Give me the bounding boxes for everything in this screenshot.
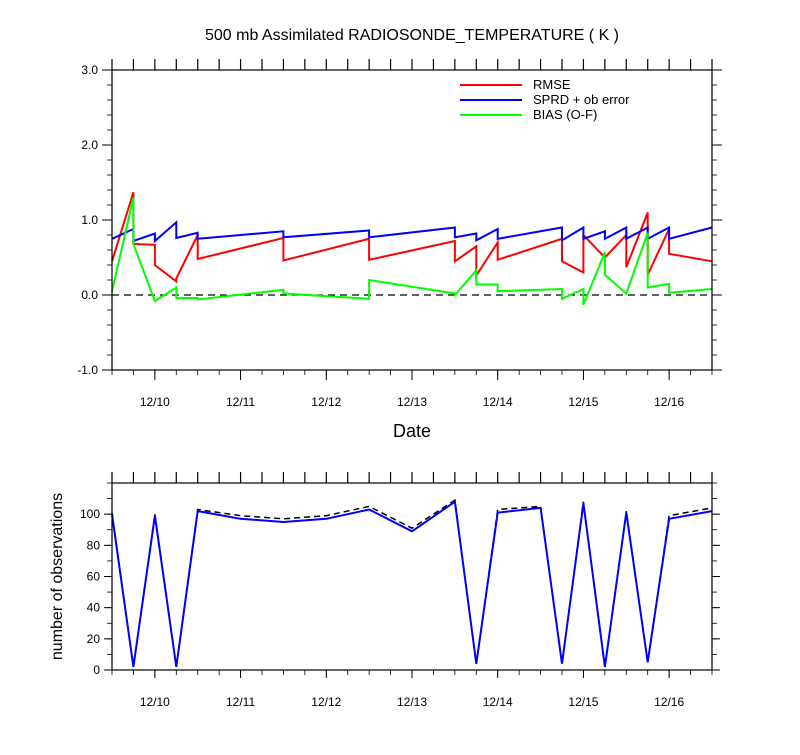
y-tick-label: 80 xyxy=(87,538,101,552)
y-tick-label: 3.0 xyxy=(81,63,98,77)
series-line-rmse xyxy=(111,192,713,284)
bottom-panel: 0 20 40 60 80 100 12/10 12/11 12/12 12/13 12/14 12/… xyxy=(49,472,720,709)
legend-label: BIAS (O-F) xyxy=(533,107,597,122)
series-line-bias-o-f xyxy=(111,197,713,306)
x-tick-label: 12/11 xyxy=(226,395,255,409)
x-tick-label: 12/11 xyxy=(226,695,255,709)
y-tick-label: -1.0 xyxy=(77,363,98,377)
x-tick-label: 12/15 xyxy=(568,395,598,409)
series-line-total-observations xyxy=(111,498,713,668)
x-tick-label: 12/16 xyxy=(654,395,684,409)
y-tick-label: 100 xyxy=(80,507,100,521)
x-tick-label: 12/10 xyxy=(140,395,170,409)
x-tick-label: 12/13 xyxy=(397,695,427,709)
x-tick-label: 12/14 xyxy=(483,395,513,409)
x-axis-label: Date xyxy=(393,421,431,441)
y-tick-label: 1.0 xyxy=(81,213,98,227)
y-tick-label: 2.0 xyxy=(81,138,98,152)
legend-label: RMSE xyxy=(533,77,571,92)
x-tick-label: 12/13 xyxy=(397,395,427,409)
plot-frame xyxy=(111,69,713,371)
x-tick-label: 12/12 xyxy=(311,695,341,709)
top-panel: -1.0 0.0 1.0 2.0 3.0 12/10 12/11 12/12 12/13 12/1… xyxy=(77,27,722,441)
y-tick-label: 40 xyxy=(87,601,101,615)
x-tick-label: 12/15 xyxy=(568,695,598,709)
series-line-sprd-ob-error xyxy=(111,220,713,244)
y-tick-label: 20 xyxy=(87,632,101,646)
y-tick-label: 0.0 xyxy=(81,288,98,302)
x-tick-label: 12/10 xyxy=(140,695,170,709)
series-line-used-observations xyxy=(111,499,713,668)
y-tick-label: 0 xyxy=(93,663,100,677)
x-tick-label: 12/14 xyxy=(483,695,513,709)
x-tick-label: 12/16 xyxy=(654,695,684,709)
legend-label: SPRD + ob error xyxy=(533,92,630,107)
y-tick-label: 60 xyxy=(87,570,101,584)
x-tick-label: 12/12 xyxy=(311,395,341,409)
chart-title: 500 mb Assimilated RADIOSONDE_TEMPERATUR… xyxy=(205,27,619,44)
y-axis-label: number of observations xyxy=(49,493,66,660)
